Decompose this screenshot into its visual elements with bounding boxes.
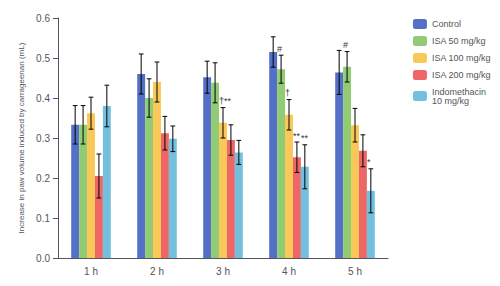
svg-text:0.6: 0.6 — [36, 13, 50, 24]
svg-text:1 h: 1 h — [84, 266, 98, 277]
svg-text:0.0: 0.0 — [36, 253, 50, 264]
svg-text:#: # — [277, 44, 282, 54]
svg-text:**: ** — [293, 131, 301, 141]
svg-text:3 h: 3 h — [216, 266, 230, 277]
svg-text:5 h: 5 h — [348, 266, 362, 277]
svg-text:10 mg/kg: 10 mg/kg — [432, 96, 469, 106]
svg-text:2 h: 2 h — [150, 266, 164, 277]
svg-text:ISA 100 mg/kg: ISA 100 mg/kg — [432, 53, 491, 63]
svg-text:Control: Control — [432, 19, 461, 29]
svg-text:ISA 200 mg/kg: ISA 200 mg/kg — [432, 70, 491, 80]
svg-text:0.1: 0.1 — [36, 213, 50, 224]
svg-text:*: * — [367, 157, 371, 167]
svg-text:#: # — [343, 40, 348, 50]
svg-text:†: † — [285, 88, 290, 98]
svg-text:4 h: 4 h — [282, 266, 296, 277]
svg-text:0.3: 0.3 — [36, 133, 50, 144]
svg-text:0.4: 0.4 — [36, 93, 50, 104]
svg-text:**: ** — [301, 133, 309, 143]
svg-text:Indomethacin: Indomethacin — [432, 86, 486, 97]
svg-text:0.2: 0.2 — [36, 173, 50, 184]
svg-text:ISA 50 mg/kg: ISA 50 mg/kg — [432, 36, 486, 46]
svg-text:†**: †** — [219, 96, 232, 106]
svg-text:0.5: 0.5 — [36, 53, 50, 64]
svg-text:Increase in paw volume induced: Increase in paw volume induced by carrag… — [17, 42, 26, 233]
